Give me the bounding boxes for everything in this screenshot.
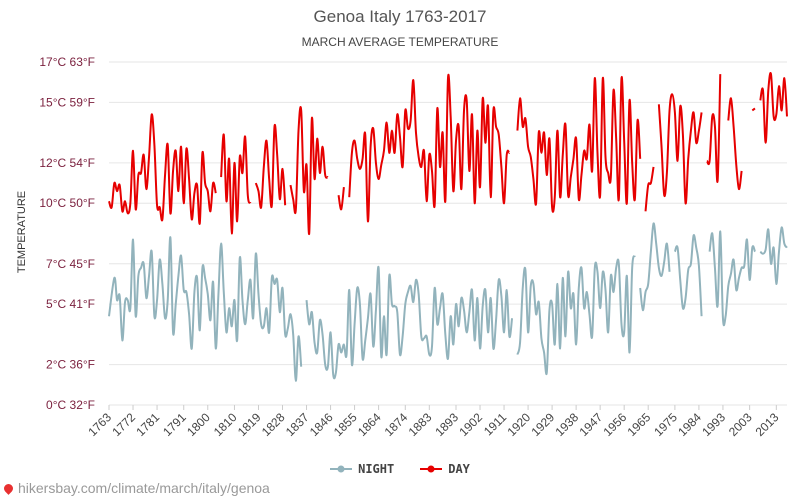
- legend-day-marker: [420, 465, 443, 473]
- x-tick-label: 1883: [406, 410, 435, 439]
- series-line-segment: [657, 93, 703, 205]
- x-tick-label: 2013: [753, 410, 782, 439]
- x-tick-label: 1874: [382, 410, 411, 439]
- x-tick-label: 1956: [601, 410, 630, 439]
- x-tick-label: 1781: [133, 410, 162, 439]
- x-tick-label: 1993: [699, 410, 728, 439]
- x-tick-label: 1791: [160, 410, 189, 439]
- x-tick-label: 1929: [528, 410, 557, 439]
- y-tick-label: 0°C 32°F: [46, 398, 95, 412]
- y-tick-label: 5°C 41°F: [46, 297, 95, 311]
- series-line-segment: [759, 72, 788, 144]
- x-tick-label: 1902: [456, 410, 485, 439]
- series-line-segment: [516, 255, 636, 376]
- legend: NIGHT DAY: [0, 462, 800, 476]
- x-tick-label: 1763: [85, 410, 114, 439]
- x-tick-label: 1947: [576, 410, 605, 439]
- legend-item-day[interactable]: DAY: [420, 462, 470, 476]
- x-tick-label: 1810: [211, 410, 240, 439]
- x-tick-label: 1800: [184, 410, 213, 439]
- y-axis: 0°C 32°F 2°C 36°F 5°C 41°F 7°C 45°F 10°C 50°…: [39, 55, 95, 412]
- y-tick-label: 17°C 63°F: [39, 55, 95, 69]
- series-line-segment: [108, 236, 303, 382]
- x-tick-label: 1772: [109, 410, 138, 439]
- x-tick-label: 1846: [307, 410, 336, 439]
- x-tick-label: 1965: [625, 410, 654, 439]
- x-tick-label: 1920: [504, 410, 533, 439]
- x-tick-label: 2003: [726, 410, 755, 439]
- series-line-segment: [644, 166, 655, 212]
- x-tick-label: 1855: [331, 410, 360, 439]
- map-pin-icon: [2, 481, 15, 495]
- y-tick-label: 15°C 59°F: [39, 95, 95, 109]
- series-line-segment: [708, 230, 756, 327]
- x-tick-label: 1911: [481, 410, 509, 438]
- series-line-segment: [673, 234, 703, 317]
- y-axis-label: TEMPERATURE: [16, 191, 28, 273]
- x-tick-label: 1975: [651, 410, 680, 439]
- series-line-segment: [337, 186, 345, 211]
- y-tick-label: 12°C 54°F: [39, 156, 95, 170]
- x-tick-label: 1938: [552, 410, 581, 439]
- x-axis: 1763177217811791180018101819182818371846…: [85, 405, 782, 439]
- series-line-segment: [516, 75, 642, 213]
- series-line-segment: [254, 123, 287, 209]
- legend-item-night[interactable]: NIGHT: [330, 462, 394, 476]
- series-line-segment: [108, 113, 217, 225]
- series-day: [108, 72, 788, 235]
- series-line-segment: [305, 265, 514, 380]
- watermark-link[interactable]: hikersbay.com/climate/march/italy/genoa: [2, 480, 270, 496]
- y-tick-label: 7°C 45°F: [46, 257, 95, 271]
- y-tick-label: 10°C 50°F: [39, 196, 95, 210]
- chart-subtitle: MARCH AVERAGE TEMPERATURE: [301, 35, 499, 49]
- series-line-segment: [289, 106, 329, 235]
- series-line-segment: [727, 97, 743, 191]
- x-tick-label: 1837: [283, 410, 312, 439]
- series-night: [108, 222, 788, 382]
- series-line-segment: [751, 107, 756, 112]
- x-tick-label: 1864: [355, 410, 384, 439]
- legend-label-night: NIGHT: [358, 462, 395, 476]
- series-line-segment: [705, 74, 722, 183]
- x-tick-label: 1819: [235, 410, 264, 439]
- x-tick-label: 1828: [259, 410, 288, 439]
- series-lines: [108, 72, 788, 382]
- legend-label-day: DAY: [448, 462, 470, 476]
- series-line-segment: [220, 133, 252, 235]
- x-tick-label: 1893: [432, 410, 461, 439]
- chart-title: Genoa Italy 1763-2017: [313, 7, 487, 26]
- series-line-segment: [639, 222, 671, 312]
- series-line-segment: [348, 74, 511, 223]
- watermark-text: hikersbay.com/climate/march/italy/genoa: [18, 480, 270, 496]
- y-tick-label: 2°C 36°F: [46, 358, 95, 372]
- legend-night-marker: [330, 465, 353, 473]
- x-tick-label: 1984: [675, 410, 704, 439]
- series-line-segment: [759, 226, 788, 285]
